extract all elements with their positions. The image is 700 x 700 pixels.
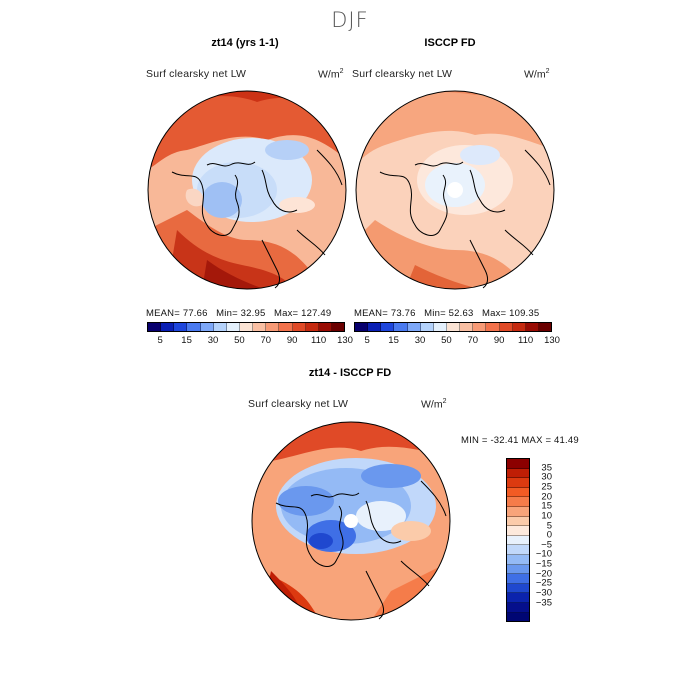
- colorbar-swatch: [239, 323, 254, 331]
- colorbar-tick-label: 70: [260, 335, 272, 346]
- colorbar-tick-label: 10: [541, 510, 552, 522]
- diff-colorbar: [506, 458, 530, 622]
- colorbar-swatch: [507, 564, 529, 575]
- colorbar-tick-label: 30: [207, 335, 219, 346]
- colorbar-swatch: [148, 323, 162, 331]
- colorbar-tick-label: 20: [541, 491, 552, 503]
- colorbar-swatch: [473, 323, 487, 331]
- colorbar-tick-label: 70: [467, 335, 479, 346]
- colorbar-swatch: [381, 323, 395, 331]
- colorbar-tick-label: −5: [541, 539, 552, 551]
- colorbar-tick-label: 15: [181, 335, 192, 346]
- colorbar-swatch: [331, 323, 345, 331]
- colorbar-tick-label: 5: [546, 520, 552, 532]
- colorbar-swatch: [486, 323, 500, 331]
- colorbar-swatch: [507, 487, 529, 498]
- colorbar-swatch: [507, 535, 529, 546]
- colorbar-swatch: [507, 526, 529, 536]
- obs-colorbar: [354, 322, 552, 332]
- colorbar-tick-label: 30: [541, 471, 552, 483]
- model-colorbar: [147, 322, 345, 332]
- colorbar-swatch: [499, 323, 513, 331]
- obs-panel-title: ISCCP FD: [424, 37, 476, 49]
- colorbar-swatch: [200, 323, 214, 331]
- colorbar-tick-label: −25: [535, 577, 552, 589]
- colorbar-swatch: [253, 323, 267, 331]
- colorbar-swatch: [525, 323, 539, 331]
- colorbar-swatch: [161, 323, 175, 331]
- obs-variable-label: Surf clearsky net LW: [352, 68, 453, 80]
- model-variable-label: Surf clearsky net LW: [146, 68, 247, 80]
- colorbar-tick-label: 15: [541, 500, 552, 512]
- colorbar-tick-label: 25: [541, 481, 552, 493]
- colorbar-swatch: [507, 583, 529, 594]
- colorbar-swatch: [174, 323, 188, 331]
- colorbar-swatch: [433, 323, 447, 331]
- colorbar-swatch: [266, 323, 280, 331]
- diff-polar-map: [251, 421, 451, 621]
- colorbar-swatch: [507, 516, 529, 527]
- colorbar-tick-label: 50: [234, 335, 245, 346]
- colorbar-swatch: [420, 323, 434, 331]
- colorbar-tick-label: 90: [493, 335, 505, 346]
- colorbar-swatch: [507, 574, 529, 584]
- colorbar-swatch: [507, 602, 529, 613]
- colorbar-swatch: [507, 497, 529, 507]
- colorbar-tick-label: 0: [546, 529, 552, 541]
- diff-panel-title: zt14 - ISCCP FD: [308, 367, 392, 379]
- obs-polar-map: [355, 90, 555, 290]
- colorbar-tick-label: 110: [518, 335, 534, 346]
- colorbar-swatch: [507, 593, 529, 603]
- colorbar-tick-label: 90: [286, 335, 298, 346]
- colorbar-tick-label: 130: [544, 335, 560, 346]
- colorbar-swatch: [507, 478, 529, 488]
- colorbar-swatch: [538, 323, 552, 331]
- season-title: DJF: [331, 8, 369, 32]
- colorbar-swatch: [507, 545, 529, 555]
- colorbar-swatch: [507, 612, 529, 622]
- colorbar-tick-label: 30: [414, 335, 426, 346]
- colorbar-swatch: [226, 323, 240, 331]
- colorbar-tick-label: −15: [535, 558, 552, 570]
- obs-stats: MEAN= 73.76 Min= 52.63 Max= 109.35: [354, 308, 540, 319]
- diff-variable-label: Surf clearsky net LW: [248, 398, 349, 410]
- model-polar-map: [147, 90, 347, 290]
- colorbar-tick-label: 5: [157, 335, 163, 346]
- colorbar-tick-label: 130: [337, 335, 353, 346]
- diff-minmax: MIN = -32.41 MAX = 41.49: [461, 435, 579, 446]
- colorbar-swatch: [512, 323, 526, 331]
- colorbar-tick-label: 50: [441, 335, 452, 346]
- colorbar-swatch: [407, 323, 421, 331]
- colorbar-tick-label: 110: [311, 335, 327, 346]
- colorbar-swatch: [460, 323, 474, 331]
- colorbar-swatch: [507, 506, 529, 517]
- colorbar-swatch: [292, 323, 306, 331]
- colorbar-tick-label: 35: [541, 462, 552, 474]
- colorbar-tick-label: −35: [535, 597, 552, 609]
- colorbar-swatch: [394, 323, 408, 331]
- model-units-label: W/m2: [318, 68, 344, 81]
- colorbar-swatch: [318, 323, 332, 331]
- colorbar-tick-label: −10: [535, 548, 552, 560]
- model-stats: MEAN= 77.66 Min= 32.95 Max= 127.49: [146, 308, 332, 319]
- colorbar-tick-label: 5: [364, 335, 370, 346]
- colorbar-swatch: [305, 323, 319, 331]
- colorbar-tick-label: 15: [388, 335, 399, 346]
- colorbar-swatch: [355, 323, 369, 331]
- colorbar-swatch: [507, 554, 529, 565]
- colorbar-tick-label: −30: [535, 587, 552, 599]
- obs-units-label: W/m2: [524, 68, 550, 81]
- colorbar-swatch: [213, 323, 227, 331]
- colorbar-tick-label: −20: [535, 568, 552, 580]
- colorbar-swatch: [446, 323, 461, 331]
- colorbar-swatch: [507, 468, 529, 479]
- colorbar-swatch: [507, 459, 529, 469]
- colorbar-swatch: [187, 323, 201, 331]
- model-panel-title: zt14 (yrs 1-1): [211, 37, 279, 49]
- colorbar-swatch: [279, 323, 293, 331]
- diff-units-label: W/m2: [421, 398, 447, 411]
- colorbar-swatch: [368, 323, 382, 331]
